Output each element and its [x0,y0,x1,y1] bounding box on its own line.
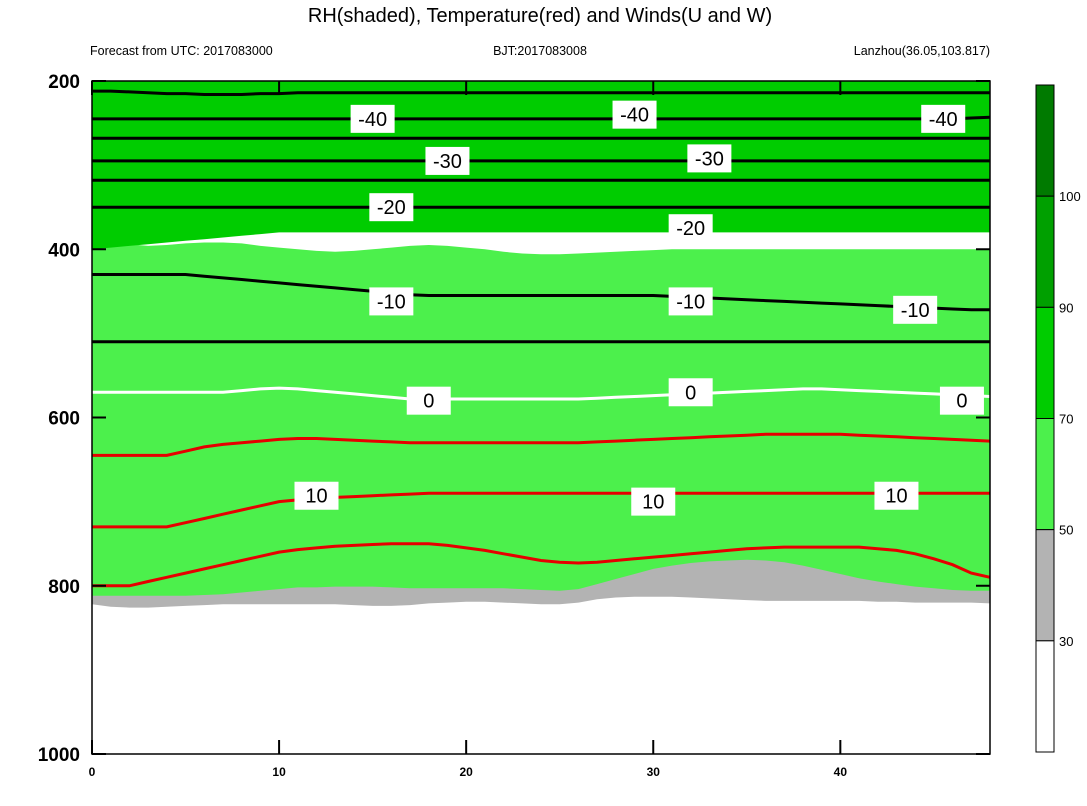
rh-band-below-surface [92,596,990,754]
y-tick-label-3: 800 [48,577,80,598]
colorbar-segment-2 [1035,306,1055,420]
chart-subtitle-center: BJT:2017083008 [493,44,587,58]
x-tick-label-0: 0 [89,765,96,779]
temperature-label-text-2: -40 [929,109,958,131]
temperature-label-text-8: -10 [676,291,705,313]
temperature-label-2: -40 [921,104,966,133]
temperature-label-13: 10 [294,481,339,510]
temperature-label-text-5: -20 [377,197,406,219]
temperature-contour-1 [92,115,991,121]
rh-shading [92,81,990,755]
temperature-contour-9 [92,432,991,457]
temperature-label-4: -30 [687,144,732,173]
colorbar-label-4: 30 [1059,634,1073,649]
temperature-label-5: -20 [369,193,414,222]
temperature-label-text-4: -30 [695,148,724,170]
temperature-contour-10 [92,491,990,529]
temperature-label-text-15: 10 [885,486,907,508]
temperature-label-14: 10 [631,487,676,516]
temperature-label-text-6: -20 [676,218,705,240]
temperature-contours [92,89,991,588]
temperature-label-0: -40 [350,104,395,133]
y-tick-label-2: 600 [48,409,80,430]
x-tick-label-4: 40 [834,765,848,779]
temperature-label-6: -20 [668,214,713,243]
temperature-label-8: -10 [668,287,713,316]
temperature-label-3: -30 [425,146,470,175]
x-tick-label-1: 10 [272,765,286,779]
temperature-label-text-11: 0 [685,382,696,404]
x-tick-label-3: 30 [647,765,661,779]
temperature-label-15: 10 [874,481,919,510]
x-tick-label-2: 20 [459,765,473,779]
temperature-contour-11 [92,542,991,588]
chart-subtitle-right: Lanzhou(36.05,103.817) [854,44,990,58]
colorbar-segment-0 [1035,84,1055,197]
colorbar-segment-4 [1035,529,1055,642]
rh-band-upper-green [92,81,990,250]
temperature-label-text-7: -10 [377,291,406,313]
chart-title: RH(shaded), Temperature(red) and Winds(U… [308,5,772,27]
temperature-label-1: -40 [612,100,657,129]
temperature-contour-6 [92,273,990,312]
temperature-label-text-9: -10 [901,300,930,322]
colorbar-segment-5 [1035,640,1055,753]
y-tick-label-4: 1000 [38,745,80,766]
temperature-label-text-12: 0 [956,391,967,413]
colorbar-label-2: 70 [1059,412,1073,427]
temperature-label-text-0: -40 [358,109,387,131]
temperature-label-11: 0 [668,378,713,407]
colorbar-segment-1 [1035,195,1055,308]
y-tick-label-1: 400 [48,240,80,261]
temperature-label-text-3: -30 [433,151,462,173]
temperature-label-9: -10 [893,295,938,324]
temperature-label-text-13: 10 [305,486,327,508]
colorbar-segment-3 [1035,418,1055,531]
temperature-label-10: 0 [406,386,451,415]
y-tick-label-0: 200 [48,72,80,93]
temperature-label-text-14: 10 [642,492,664,514]
chart-subtitle-left: Forecast from UTC: 2017083000 [90,44,273,58]
colorbar-label-3: 50 [1059,523,1073,538]
temperature-label-text-10: 0 [423,391,434,413]
colorbar: 100 90 70 50 30 [1035,84,1081,753]
temperature-label-7: -10 [369,287,414,316]
temperature-contour-8 [92,386,991,401]
colorbar-label-1: 90 [1059,300,1073,315]
temperature-contour-labels: -40 -40 -40 -30 -30 -20 -20 -10 -10 -10 0 0 0 10 10 10 [294,100,984,516]
colorbar-label-0: 100 [1059,189,1081,204]
temperature-label-text-1: -40 [620,105,649,127]
temperature-label-12: 0 [939,386,984,415]
